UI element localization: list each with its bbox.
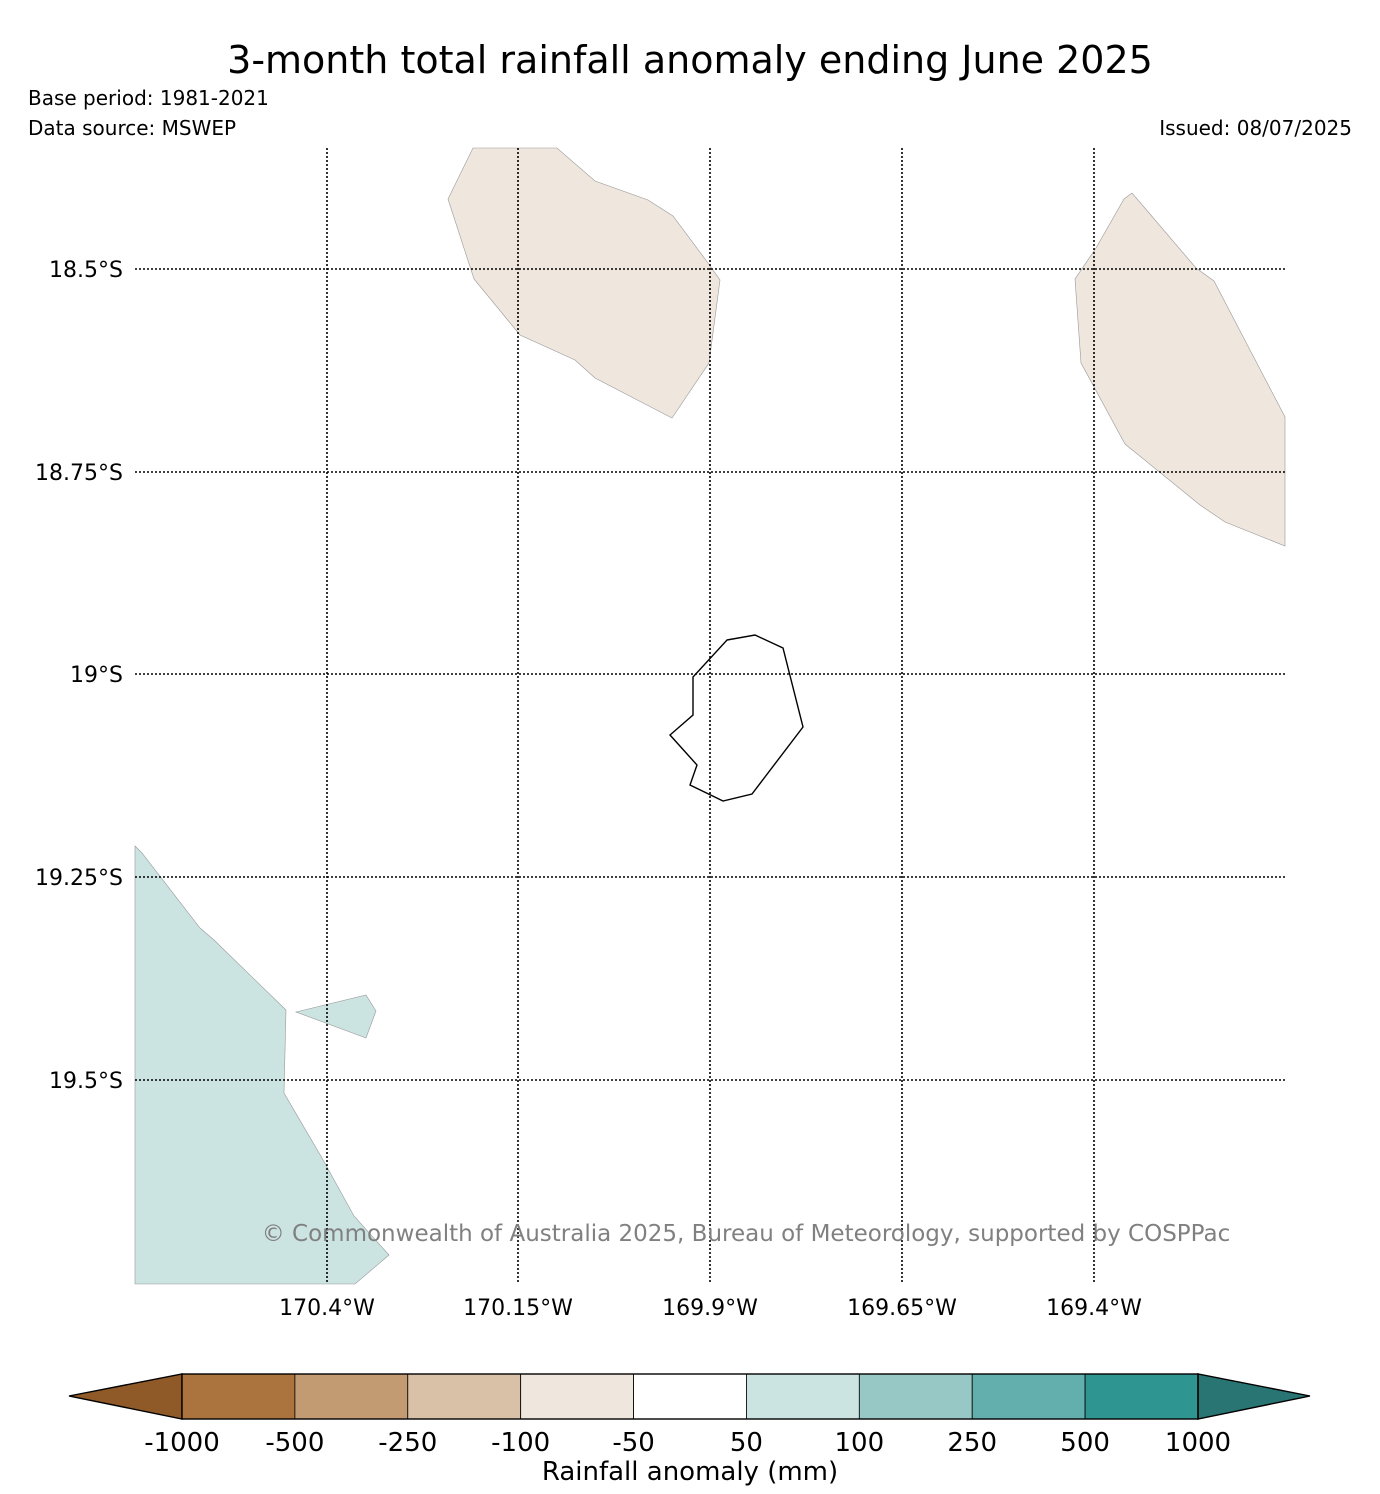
lon-label: 169.4°W — [1046, 1296, 1142, 1321]
colorbar-tick-label: 500 — [1060, 1428, 1110, 1458]
colorbar-tick-label: 1000 — [1165, 1428, 1231, 1458]
dry-region-north — [447, 147, 721, 419]
colorbar-swatch — [858, 1373, 973, 1420]
lat-label: 18.5°S — [49, 258, 123, 283]
colorbar-tick-label: 100 — [835, 1428, 885, 1458]
colorbar-swatch — [746, 1373, 860, 1420]
colorbar-tick-label: -100 — [491, 1428, 550, 1458]
lat-label: 18.75°S — [35, 461, 123, 486]
colorbar-tick-label: -50 — [612, 1428, 654, 1458]
colorbar-tick-label: 250 — [947, 1428, 997, 1458]
data-source-label: Data source: MSWEP — [28, 116, 237, 140]
colorbar-tick-label: -500 — [265, 1428, 324, 1458]
colorbar: -1000 -500 -250 -100 -50 50 100 250 500 1000 Rain… — [68, 1373, 1311, 1487]
longitude-gridlines — [326, 148, 1095, 1284]
base-period-label: Base period: 1981-2021 — [28, 86, 269, 110]
colorbar-extend-low — [68, 1373, 183, 1420]
lon-label: 169.9°W — [662, 1296, 758, 1321]
lon-label: 170.15°W — [463, 1296, 573, 1321]
lat-label: 19.5°S — [49, 1069, 123, 1094]
colorbar-frame — [181, 1373, 1199, 1420]
copyright-notice: © Commonwealth of Australia 2025, Bureau… — [262, 1221, 1231, 1247]
issued-date-label: Issued: 08/07/2025 — [1159, 116, 1352, 140]
colorbar-tick-label: -250 — [378, 1428, 437, 1458]
colorbar-swatch — [971, 1373, 1086, 1420]
colorbar-tick-label: 50 — [730, 1428, 763, 1458]
lon-label: 170.4°W — [279, 1296, 375, 1321]
lon-label: 169.65°W — [847, 1296, 957, 1321]
colorbar-swatch — [181, 1373, 296, 1420]
wet-region-southwest — [134, 845, 390, 1285]
colorbar-tick-label: -1000 — [144, 1428, 220, 1458]
colorbar-label: Rainfall anomaly (mm) — [542, 1457, 838, 1487]
colorbar-extend-high — [1197, 1373, 1311, 1420]
dry-region-northeast — [1074, 192, 1286, 547]
map-title: 3-month total rainfall anomaly ending Ju… — [227, 38, 1153, 82]
colorbar-swatch — [520, 1373, 634, 1420]
lat-label: 19°S — [70, 663, 123, 688]
wet-region-islet — [294, 994, 377, 1039]
colorbar-swatch — [294, 1373, 409, 1420]
colorbar-swatch — [633, 1373, 747, 1420]
island-outline — [669, 634, 804, 802]
colorbar-swatch — [1084, 1373, 1199, 1420]
colorbar-swatch — [407, 1373, 522, 1420]
lat-label: 19.25°S — [35, 866, 123, 891]
